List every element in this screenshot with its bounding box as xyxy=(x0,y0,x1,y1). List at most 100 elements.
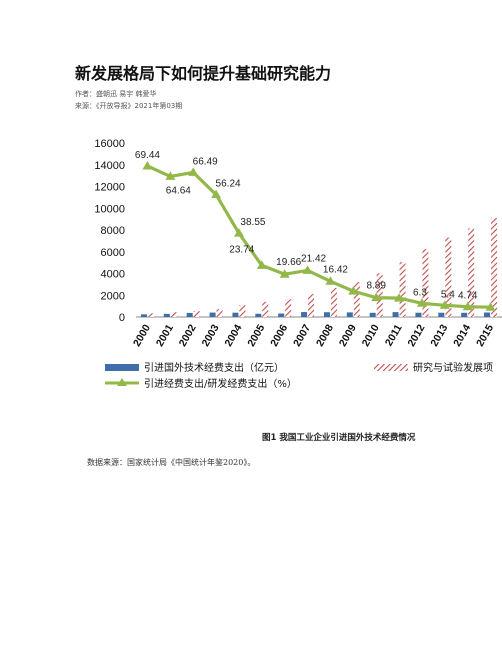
ratio-marker xyxy=(279,269,290,278)
bar-rd-expense xyxy=(262,301,269,317)
bar-intro-tech-expense xyxy=(278,313,285,317)
y-tick-label: 2000 xyxy=(101,290,125,302)
ratio-data-label: 19.66 xyxy=(276,257,301,268)
ratio-marker xyxy=(165,171,176,180)
bar-intro-tech-expense xyxy=(484,312,491,317)
y-tick-label: 0 xyxy=(119,312,125,324)
ratio-data-label: 56.24 xyxy=(216,179,241,190)
chart-svg: 0 2000 4000 6000 8000 10000 12000 14000 16000 200… xyxy=(94,138,502,390)
y-tick-label: 14000 xyxy=(94,160,125,172)
ratio-data-label: 16.42 xyxy=(323,264,348,275)
x-tick-label: 2011 xyxy=(383,322,405,348)
bar-rd-expense xyxy=(491,217,498,317)
ratio-data-label: 8.89 xyxy=(366,281,386,292)
y-tick-label: 8000 xyxy=(101,225,125,237)
bar-rd-expense xyxy=(353,282,360,317)
x-tick-label: 2006 xyxy=(268,322,290,348)
bar-intro-tech-expense xyxy=(140,314,147,317)
article-author: 作者：盛朝迅 易宇 韩爱华 xyxy=(75,90,157,98)
bar-rd-expense xyxy=(308,294,315,317)
bar-rd-expense xyxy=(216,309,223,317)
ratio-data-label: 5.4 xyxy=(441,289,455,300)
ratio-marker xyxy=(302,265,313,274)
bar-rd-expense xyxy=(399,262,406,317)
x-tick-label: 2000 xyxy=(131,322,153,348)
legend-swatch-rd xyxy=(374,364,408,371)
bar-rd-expense xyxy=(445,237,452,317)
ratio-data-label: 21.42 xyxy=(301,253,326,264)
ratio-data-label: 23.74 xyxy=(229,244,254,255)
bar-rd-expense xyxy=(376,273,383,317)
y-tick-label: 4000 xyxy=(101,269,125,281)
x-tick-label: 2010 xyxy=(360,322,382,348)
bar-intro-tech-expense xyxy=(415,312,422,317)
bar-rd-expense xyxy=(239,305,246,317)
ratio-data-label: 66.49 xyxy=(193,156,218,167)
bar-intro-tech-expense xyxy=(323,312,330,317)
ratio-marker xyxy=(348,286,359,295)
bar-rd-expense xyxy=(422,249,429,317)
x-tick-label: 2008 xyxy=(314,322,336,348)
ratio-data-label: 4.74 xyxy=(458,291,478,302)
bar-rd-expense xyxy=(330,287,337,317)
x-tick-label: 2015 xyxy=(474,322,496,348)
x-tick-label: 2009 xyxy=(337,322,359,348)
x-tick-label: 2007 xyxy=(291,322,313,348)
ratio-marker xyxy=(188,167,199,176)
legend-label-rd: 研究与试验发展项 xyxy=(413,361,493,374)
ratio-data-label: 6.3 xyxy=(413,287,427,298)
bar-intro-tech-expense xyxy=(392,312,399,317)
ratio-marker xyxy=(371,292,382,302)
ratio-marker xyxy=(462,301,473,311)
bar-rd-expense xyxy=(170,312,177,317)
ratio-marker xyxy=(416,298,427,307)
article-source: 来源：《开放导报》2021年第03期 xyxy=(75,102,183,110)
legend-label-intro: 引进国外技术经费支出（亿元） xyxy=(144,361,284,374)
ratio-marker xyxy=(211,189,222,199)
bar-intro-tech-expense xyxy=(186,312,193,317)
ratio-line xyxy=(146,164,491,309)
bar-rd-expense xyxy=(147,313,154,317)
ratio-marker xyxy=(485,302,496,311)
bar-intro-tech-expense xyxy=(163,313,170,317)
bar-rd-expense xyxy=(193,310,200,317)
bar-intro-tech-expense xyxy=(346,312,353,317)
ratio-marker xyxy=(256,260,267,269)
y-tick-label: 10000 xyxy=(94,203,125,215)
bar-intro-tech-expense xyxy=(232,312,239,317)
legend-label-line: 引进经费支出/研发经费支出（%） xyxy=(144,377,297,390)
ratio-marker xyxy=(394,293,405,302)
x-tick-label: 2002 xyxy=(177,322,199,348)
y-tick-label: 16000 xyxy=(94,138,125,150)
x-tick-label: 2004 xyxy=(222,322,244,348)
bar-intro-tech-expense xyxy=(301,312,308,317)
x-tick-label: 2014 xyxy=(451,322,473,348)
ratio-marker xyxy=(325,276,336,285)
y-tick-label: 12000 xyxy=(94,182,125,194)
bar-intro-tech-expense xyxy=(461,312,468,317)
legend-swatch-intro xyxy=(105,364,139,371)
y-tick-label: 6000 xyxy=(101,247,125,259)
bar-intro-tech-expense xyxy=(255,313,262,317)
article-title: 新发展格局下如何提升基础研究能力 xyxy=(75,64,332,83)
chart-figure: 0 2000 4000 6000 8000 10000 12000 14000 16000 200… xyxy=(84,132,502,404)
ratio-data-label: 64.64 xyxy=(166,185,191,196)
bar-rd-expense xyxy=(285,299,292,317)
x-tick-label: 2012 xyxy=(405,322,427,348)
ratio-data-label: 38.55 xyxy=(240,217,265,228)
ratio-marker xyxy=(142,160,153,170)
bar-intro-tech-expense xyxy=(438,312,445,317)
bar-intro-tech-expense xyxy=(209,312,216,317)
bar-rd-expense xyxy=(468,228,475,317)
legend-swatch-marker xyxy=(117,378,127,386)
x-tick-label: 2001 xyxy=(154,322,176,348)
ratio-data-label: 69.44 xyxy=(135,150,160,161)
x-tick-label: 2005 xyxy=(245,322,267,348)
figure-caption: 图1 我国工业企业引进国外技术经费情况 xyxy=(262,433,416,443)
ratio-marker xyxy=(439,300,450,309)
bar-intro-tech-expense xyxy=(369,312,376,317)
ratio-marker xyxy=(233,228,244,237)
x-tick-label: 2013 xyxy=(428,322,450,348)
data-source-note: 数据来源：国家统计局《中国统计年鉴2020》。 xyxy=(87,458,256,467)
x-tick-label: 2003 xyxy=(200,322,222,348)
